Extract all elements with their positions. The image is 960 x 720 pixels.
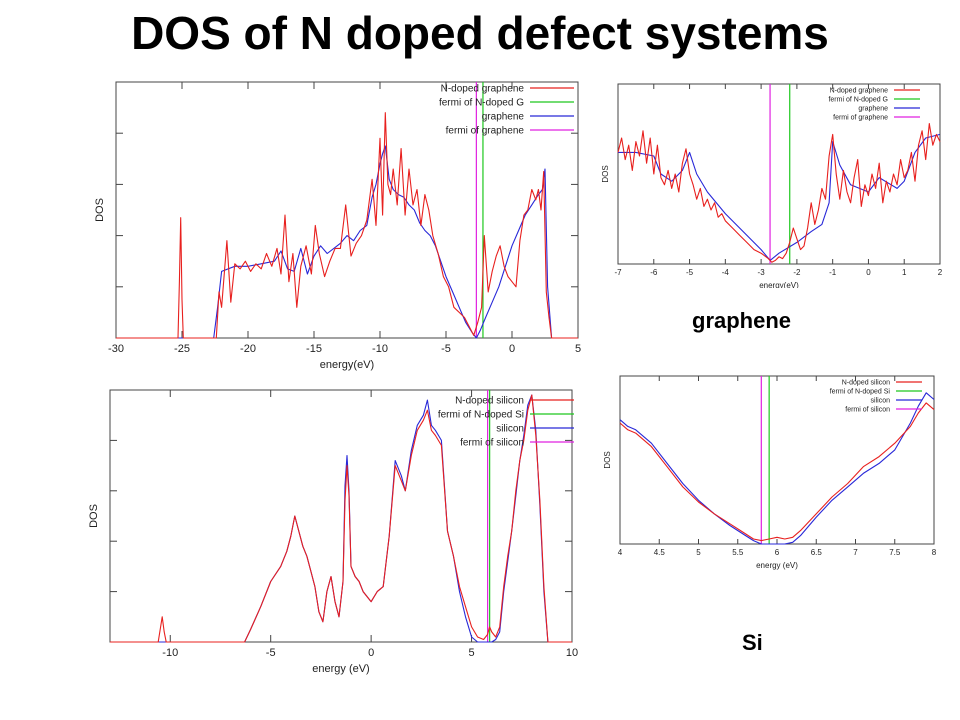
silicon-zoom-xtick-label: 4 — [618, 548, 623, 557]
silicon-zoom-legend-label: N-doped silicon — [842, 379, 890, 386]
silicon-zoom-legend-label: silicon — [871, 397, 891, 404]
graphene-main-pristine-series — [116, 145, 578, 339]
silicon-main-xtick-label: 5 — [469, 647, 475, 659]
silicon-zoom-n-doped-series — [619, 402, 935, 542]
graphene-main-legend-label: fermi of N-doped G — [439, 98, 524, 109]
graphene-zoom-xtick-label: -1 — [829, 268, 837, 277]
graphene-zoom-chart: -7 -6 -5 -4 -3 -2 -1 0 1 2 energy(eV) DOS N-doped gr… — [592, 76, 944, 288]
silicon-zoom-xtick-label: 7.5 — [889, 548, 901, 557]
silicon-main-n-doped-series — [110, 394, 572, 643]
silicon-zoom-chart: 4 4.5 5 5.5 6 6.5 7 7.5 8 energy (eV) DOS N-doped s… — [594, 370, 946, 576]
silicon-zoom-xtick-label: 7 — [853, 548, 858, 557]
silicon-zoom-xtick-label: 8 — [932, 548, 937, 557]
si-caption: Si — [742, 630, 763, 655]
silicon-zoom-pristine-series — [619, 392, 935, 545]
graphene-main-n-doped-series — [116, 112, 578, 339]
silicon-main-xtick-label: 0 — [368, 647, 374, 659]
slide-title: DOS of N doped defect systems — [131, 7, 829, 59]
silicon-zoom-xtick-label: 6 — [775, 548, 780, 557]
graphene-zoom-xtick-label: -6 — [650, 268, 658, 277]
graphene-main-legend-label: fermi of graphene — [446, 126, 525, 137]
graphene-zoom-frame — [617, 83, 941, 265]
graphene-main-xtick-label: -30 — [108, 343, 124, 355]
graphene-zoom-xtick-label: -3 — [758, 268, 766, 277]
graphene-main-frame — [115, 81, 579, 339]
silicon-main-xlabel: energy (eV) — [312, 663, 369, 675]
graphene-zoom-xtick-label: -2 — [793, 268, 801, 277]
graphene-zoom-xtick-label: -5 — [686, 268, 694, 277]
silicon-zoom-xtick-label: 4.5 — [654, 548, 666, 557]
silicon-main-legend-label: silicon — [496, 424, 524, 435]
silicon-zoom-legend-label: fermi of N-doped Si — [830, 388, 891, 395]
graphene-zoom-legend-label: fermi of N-doped G — [828, 96, 888, 103]
graphene-zoom-ylabel: DOS — [601, 165, 610, 182]
graphene-zoom-xtick-label: -7 — [614, 268, 622, 277]
silicon-main-ylabel: DOS — [88, 504, 100, 528]
graphene-caption: graphene — [692, 308, 792, 333]
graphene-main-xtick-label: -10 — [372, 343, 388, 355]
graphene-main-xtick-label: -5 — [441, 343, 451, 355]
silicon-main-legend-label: N-doped silicon — [455, 396, 524, 407]
silicon-zoom-xtick-label: 5 — [696, 548, 701, 557]
graphene-zoom-legend-label: fermi of graphene — [833, 114, 888, 121]
graphene-zoom-xtick-label: 2 — [938, 268, 943, 277]
graphene-dos-chart: -30 -25 -20 -15 -10 -5 0 5 energy(eV) DOS N-doped … — [76, 74, 588, 386]
graphene-main-xtick-label: -25 — [174, 343, 190, 355]
graphene-zoom-xtick-label: 0 — [866, 268, 871, 277]
silicon-zoom-xtick-label: 6.5 — [811, 548, 823, 557]
silicon-zoom-xtick-label: 5.5 — [732, 548, 744, 557]
graphene-main-xtick-label: -20 — [240, 343, 256, 355]
graphene-zoom-legend-label: graphene — [858, 105, 888, 112]
silicon-main-frame — [109, 389, 573, 643]
graphene-main-xlabel: energy(eV) — [320, 359, 374, 371]
silicon-zoom-legend-label: fermi of silicon — [845, 406, 890, 413]
graphene-zoom-xlabel: energy(eV) — [759, 281, 799, 288]
silicon-main-xtick-label: -5 — [266, 647, 276, 659]
graphene-zoom-pristine-series — [618, 133, 941, 261]
graphene-zoom-n-doped-series — [617, 123, 941, 263]
graphene-zoom-legend-label: N-doped graphene — [830, 87, 888, 94]
graphene-main-xtick-label: 5 — [575, 343, 581, 355]
silicon-main-legend-label: fermi of N-doped Si — [438, 410, 524, 421]
silicon-main-xtick-label: 10 — [566, 647, 578, 659]
silicon-main-xtick-label: -10 — [162, 647, 178, 659]
graphene-main-legend-label: graphene — [482, 112, 525, 123]
graphene-main-xtick-label: -15 — [306, 343, 322, 355]
silicon-dos-chart: -10 -5 0 5 10 energy (eV) DOS N-doped silicon fe… — [76, 384, 588, 698]
silicon-zoom-xlabel: energy (eV) — [756, 561, 798, 570]
graphene-zoom-xtick-label: 1 — [902, 268, 907, 277]
silicon-main-legend-label: fermi of silicon — [460, 438, 524, 449]
graphene-main-legend-label: N-doped graphene — [441, 84, 525, 95]
silicon-zoom-ylabel: DOS — [603, 451, 612, 468]
graphene-zoom-xtick-label: -4 — [722, 268, 730, 277]
graphene-main-ylabel: DOS — [94, 198, 106, 222]
graphene-main-xtick-label: 0 — [509, 343, 515, 355]
